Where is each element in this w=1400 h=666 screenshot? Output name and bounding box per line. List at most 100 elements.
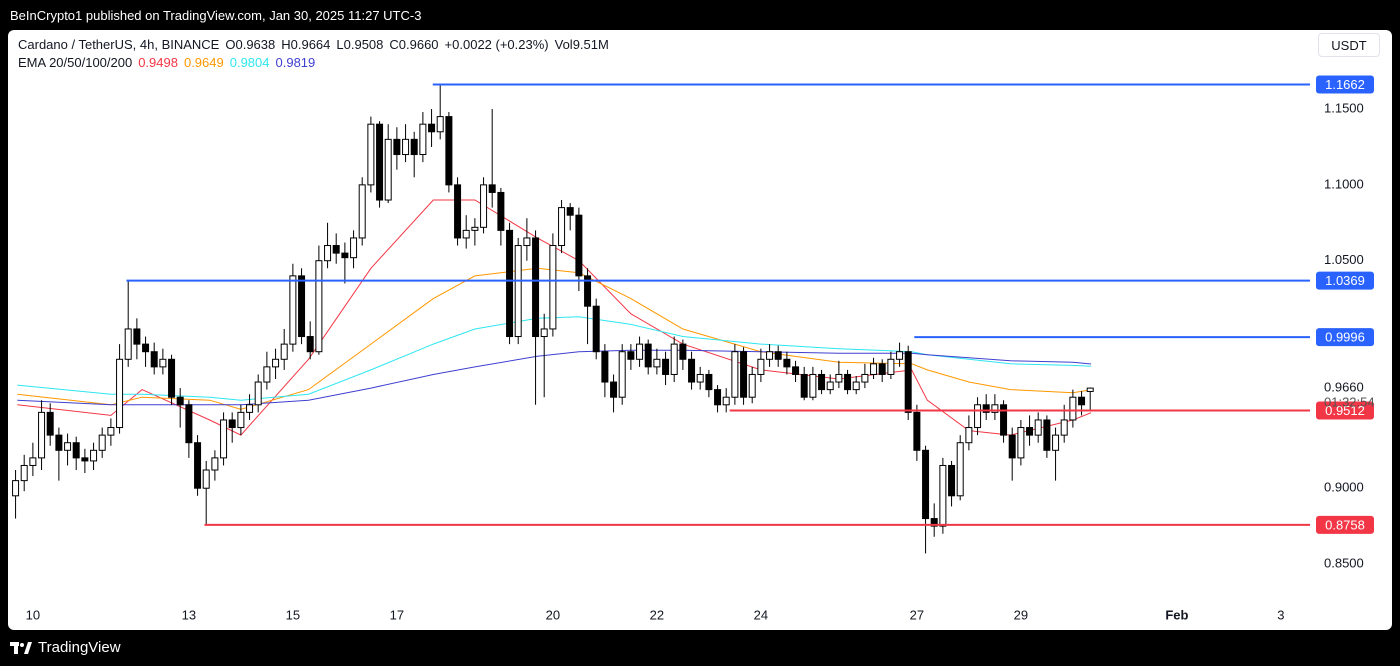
candle-body [835, 373, 843, 383]
candle-body [98, 434, 106, 451]
candle-body [341, 252, 349, 259]
x-tick-label: 3 [1277, 607, 1284, 622]
attribution: BeInCrypto1 published on TradingView.com… [10, 8, 422, 23]
candle-body [1078, 396, 1086, 406]
candle-body [384, 138, 392, 201]
level-label-box [1316, 328, 1374, 347]
candle-body [1034, 419, 1042, 436]
candle-body [714, 389, 722, 406]
quote-item: L0.9508 [336, 37, 384, 52]
candle-body [133, 328, 141, 345]
level-label-box [1316, 271, 1374, 290]
candle-body [705, 373, 713, 391]
candle-body [818, 373, 826, 391]
candle-body [90, 449, 98, 462]
candle-body [211, 457, 219, 471]
ema-label: EMA 20/50/100/200 [18, 55, 133, 70]
candle-body [480, 184, 488, 228]
candle-body [965, 427, 973, 444]
candle-body [176, 396, 184, 406]
level-label: 0.8758 [1325, 517, 1365, 532]
candle-body [436, 116, 444, 133]
candle-body [1026, 427, 1034, 436]
x-tick-label: 29 [1014, 607, 1028, 622]
candle-body [766, 351, 774, 360]
candle-body [549, 245, 557, 330]
candle-body [896, 351, 904, 360]
current-price: 0.9660 [1324, 380, 1364, 395]
candle-body [220, 419, 228, 459]
logo [10, 641, 32, 654]
candle-body [462, 229, 470, 239]
candle-body [861, 373, 869, 383]
candle-body [12, 480, 20, 497]
candle-body [696, 373, 704, 383]
candle-body [584, 275, 592, 307]
candle-body [930, 518, 938, 527]
quote-item: Vol9.51M [554, 37, 609, 52]
quote-item: H0.9664 [281, 37, 331, 52]
level-label: 0.9996 [1325, 330, 1365, 345]
candle-body [688, 358, 696, 383]
legend: Cardano / TetherUS, 4h, BINANCE O0.9638 H0… [18, 36, 621, 72]
quote-item: C0.9660 [389, 37, 439, 52]
candle-body [272, 358, 280, 368]
candle-body [289, 275, 297, 345]
candle-body [774, 351, 782, 360]
level-label: 1.1662 [1325, 77, 1365, 92]
candle-body [514, 245, 522, 338]
x-tick-label: 27 [910, 607, 924, 622]
footer: TradingView [10, 639, 121, 656]
candle-body [809, 373, 817, 398]
candle-body [280, 343, 288, 360]
quote-row: Cardano / TetherUS, 4h, BINANCE O0.9638 H0… [18, 36, 621, 54]
level-label-box [1316, 401, 1374, 420]
candle-body [367, 123, 375, 186]
candle-body [610, 381, 618, 398]
candle-body [72, 442, 80, 459]
candle-body [506, 229, 514, 338]
candle-body [116, 358, 124, 429]
candle-body [124, 328, 132, 360]
candle-body [904, 351, 912, 413]
candle-body [644, 343, 652, 368]
candle-body [523, 237, 531, 247]
candle-body [575, 214, 583, 277]
candle-body [350, 237, 358, 259]
candle-body [592, 305, 600, 353]
candle-body [1060, 419, 1068, 436]
candle-body [731, 351, 739, 398]
ema-line [17, 316, 1092, 401]
candle-body [532, 237, 540, 338]
level-label-box [1316, 75, 1374, 94]
x-tick-label: 20 [546, 607, 560, 622]
level-label-box [1316, 515, 1374, 534]
y-tick-label: 0.9000 [1324, 480, 1364, 495]
x-tick-label: 15 [286, 607, 300, 622]
candle-body [757, 358, 765, 375]
candle-body [38, 411, 46, 459]
candle-body [168, 358, 176, 398]
candle-body [306, 336, 314, 353]
candle-body [982, 404, 990, 413]
candle-body [1086, 387, 1094, 392]
candle-body [46, 411, 54, 436]
candle-body [428, 123, 436, 133]
candle-body [540, 328, 548, 338]
candle-body [488, 184, 496, 193]
candle-body [826, 381, 834, 391]
candle-body [566, 207, 574, 216]
candle-body [618, 351, 626, 398]
candle-body [202, 469, 210, 489]
candle-body [445, 116, 453, 186]
candle-body [55, 434, 63, 451]
candle-body [20, 464, 28, 482]
candle-body [870, 363, 878, 375]
candle-body [1069, 396, 1077, 421]
symbol: Cardano / TetherUS, 4h, BINANCE [18, 37, 220, 52]
y-tick-label: 1.0500 [1324, 252, 1364, 267]
currency-button[interactable]: USDT [1318, 33, 1380, 57]
ema-value: 0.9498 [138, 55, 178, 70]
candle-body [948, 464, 956, 497]
